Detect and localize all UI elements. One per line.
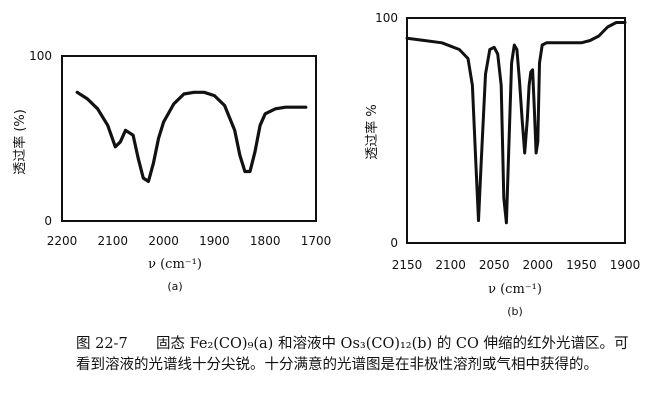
y-tick-label-a-1: 100 [29, 49, 52, 63]
xlabel-b: ν (cm⁻¹) [488, 282, 542, 297]
ylabel-a: 透过率 (%) [12, 109, 28, 175]
figure-caption: 图 22-7 固态 Fe₂(CO)₉(a) 和溶液中 Os₃(CO)₁₂(b) 的… [76, 334, 636, 376]
x-tick-label-a-3: 1900 [199, 234, 230, 248]
caption-label: 图 22-7 [76, 336, 128, 352]
plot-frame-a [61, 55, 317, 222]
x-tick-label-b-3: 2000 [523, 258, 554, 272]
x-tick-label-a-2: 2000 [148, 234, 179, 248]
xlabel-a: ν (cm⁻¹) [148, 257, 202, 272]
x-tick-label-a-0: 2200 [47, 234, 78, 248]
x-tick-label-a-4: 1800 [250, 234, 281, 248]
panel-label-a: (a) [167, 280, 182, 293]
x-tick-label-a-1: 2100 [98, 234, 129, 248]
x-tick-label-b-0: 2150 [392, 258, 423, 272]
panel-b: 0 100 2150 2100 2050 2000 1950 1900 透过率 % ν (c… [364, 11, 640, 318]
x-tick-label-b-1: 2100 [435, 258, 466, 272]
y-tick-label-b-0: 0 [390, 236, 398, 250]
y-tick-label-a-0: 0 [44, 214, 52, 228]
y-tick-label-b-1: 100 [375, 11, 398, 25]
spectrum-line-a [75, 90, 308, 183]
spectrum-line-b [405, 21, 627, 225]
panel-a: 0 100 2200 2100 2000 1900 1800 1700 透过率 (%) ν … [12, 49, 331, 293]
panel-label-b: (b) [507, 305, 523, 318]
x-tick-label-b-4: 1950 [566, 258, 597, 272]
ylabel-b: 透过率 % [364, 104, 380, 160]
x-tick-label-a-5: 1700 [301, 234, 332, 248]
caption-text: 固态 Fe₂(CO)₉(a) 和溶液中 Os₃(CO)₁₂(b) 的 CO 伸缩… [76, 336, 629, 373]
x-tick-label-b-5: 1900 [610, 258, 641, 272]
x-tick-label-b-2: 2050 [479, 258, 510, 272]
plot-frame-b [406, 17, 626, 244]
